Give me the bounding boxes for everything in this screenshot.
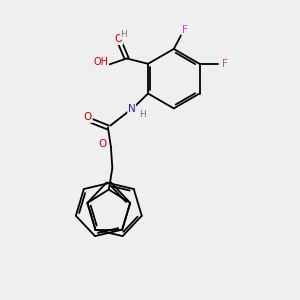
Text: O: O	[98, 139, 107, 149]
Text: F: F	[182, 25, 188, 35]
Text: H: H	[120, 30, 127, 39]
Text: N: N	[128, 104, 136, 114]
Text: O: O	[84, 112, 92, 122]
Text: H: H	[140, 110, 146, 119]
Text: O: O	[115, 34, 123, 44]
Text: OH: OH	[94, 57, 109, 67]
Text: F: F	[221, 59, 227, 69]
